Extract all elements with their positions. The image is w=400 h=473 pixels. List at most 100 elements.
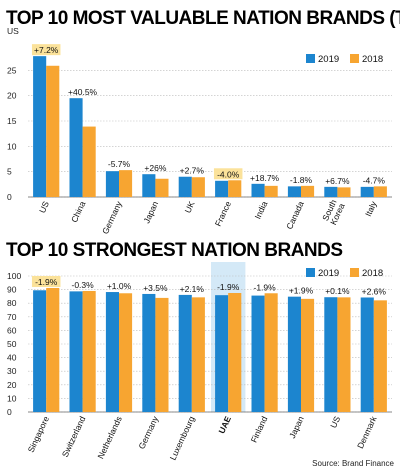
chart-1-y-unit-label: US (7, 26, 19, 36)
chart-1-category-label: UK (183, 199, 197, 214)
chart-1-bar-2018 (82, 126, 96, 197)
chart-1-category-label-line: Japan (141, 199, 160, 224)
chart-1-bar-2018 (373, 186, 387, 197)
chart-1-bar-2018 (155, 178, 169, 197)
chart-2-category-label: Denmark (355, 414, 379, 450)
chart-2-bar-2019 (69, 291, 83, 412)
chart-2-bar-2019 (178, 294, 192, 412)
chart-1-title: TOP 10 MOST VALUABLE NATION BRANDS (TN) (6, 8, 400, 29)
chart-2-bar-2018 (228, 293, 242, 412)
chart-2-y-tick-label: 70 (7, 312, 17, 322)
chart-1-change-highlight (213, 168, 243, 180)
chart-2-y-tick-label: 20 (7, 380, 17, 390)
chart-2-change-label: +2.1% (180, 284, 205, 294)
chart-1-bar-2019 (178, 176, 192, 197)
chart-1-bar-2019 (33, 56, 47, 197)
chart-2-bar-2018 (46, 287, 60, 412)
chart-2-bar-2019 (33, 290, 47, 412)
chart-1-change-label: +6.7% (325, 176, 350, 186)
chart-2-y-tick-label: 80 (7, 298, 17, 308)
chart-1-category-label: China (69, 199, 88, 224)
chart-2-y-tick-label: 30 (7, 366, 17, 376)
chart-2-bar-2019 (360, 297, 374, 412)
chart-2-category-label-line: Netherlands (95, 415, 123, 461)
chart-1-bar-2019 (287, 186, 301, 197)
chart-2-category-label: US (328, 414, 342, 429)
chart-1-y-tick-label: 15 (7, 116, 17, 126)
chart-1-change-label: -4.7% (363, 175, 386, 185)
chart-2-category-label: UAE (216, 414, 233, 435)
chart-2-y-tick-label: 90 (7, 285, 17, 295)
chart-2-bar-2019 (105, 292, 119, 412)
chart-2-y-tick-label: 60 (7, 325, 17, 335)
chart-1-category-label: France (213, 199, 233, 227)
chart-2-category-label: Singapore (26, 414, 52, 454)
chart-1-change-label: -1.8% (290, 175, 313, 185)
chart-1-change-highlight (31, 44, 61, 56)
chart-1-bar-2018 (46, 65, 60, 197)
chart-1-category-label-line: India (253, 199, 270, 220)
chart-1-change-label: +40.5% (68, 87, 98, 97)
chart-2-legend-label: 2018 (362, 268, 383, 279)
chart-1-bar-2019 (215, 180, 229, 197)
chart-2-category-label-line: Finland (249, 414, 270, 444)
chart-1-bar-2018 (191, 177, 205, 197)
chart-1-bar-2018 (119, 170, 133, 197)
chart-1-category-label: India (253, 199, 270, 220)
chart-1-y-tick-label: 10 (7, 141, 17, 151)
chart-1-bar-2019 (251, 183, 265, 197)
chart-2-bar-2019 (142, 293, 156, 412)
chart-2-category-label: Netherlands (95, 415, 123, 461)
chart-2-bar-2018 (264, 293, 278, 412)
chart-1-bar-2019 (360, 186, 374, 197)
chart-1-change-label: +18.7% (250, 173, 280, 183)
chart-2-y-tick-label: 10 (7, 393, 17, 403)
chart-1-category-label-line: Canada (284, 199, 306, 230)
chart-1-legend-label: 2019 (318, 54, 339, 65)
chart-2-bar-2018 (155, 297, 169, 412)
chart-1-category-label: SouthKorea (320, 198, 347, 227)
chart-1-y-tick-label: 25 (7, 65, 17, 75)
chart-2-category-label-line: Singapore (26, 414, 52, 454)
chart-strongest-brands: 0 10 20 30 40 50 60 70 80 90 100 -1.9% Singapore -0.3… (7, 262, 392, 462)
chart-2-change-label: +2.6% (362, 286, 387, 296)
chart-1-category-label-line: Italy (363, 199, 379, 218)
chart-1-legend-swatch (306, 54, 315, 63)
chart-2-category-label-line: UAE (216, 414, 233, 435)
chart-1-category-label-line: Germany (100, 199, 124, 236)
chart-2-category-label-line: Japan (287, 414, 306, 439)
chart-1-category-label: Germany (100, 199, 124, 236)
chart-2-bar-2018 (119, 293, 133, 412)
chart-2-change-label: +1.0% (107, 281, 132, 291)
chart-1-category-label-line: China (69, 199, 88, 224)
chart-2-category-label-line: Germany (136, 414, 160, 451)
chart-2-bar-2019 (215, 295, 229, 412)
chart-2-category-label: Japan (287, 414, 306, 439)
chart-2-y-tick-label: 100 (7, 271, 21, 281)
chart-2-category-label-line: Luxembourg (168, 414, 197, 461)
chart-1-bar-2018 (337, 187, 351, 197)
chart-1-bar-2019 (142, 174, 156, 197)
chart-2-category-label-line: Denmark (355, 414, 379, 450)
chart-2-change-label: -1.9% (253, 282, 276, 292)
chart-2-bar-2019 (324, 297, 338, 412)
chart-2-title: TOP 10 STRONGEST NATION BRANDS (6, 240, 343, 261)
chart-1-category-label-line: US (37, 199, 51, 214)
chart-2-change-label: +0.1% (325, 286, 350, 296)
chart-1-category-label: Canada (284, 199, 306, 230)
chart-1-y-tick-label: 20 (7, 91, 17, 101)
chart-2-bar-2019 (287, 296, 301, 412)
chart-2-bar-2018 (337, 297, 351, 412)
chart-2-bar-2019 (251, 295, 265, 412)
chart-1-legend-label: 2018 (362, 54, 383, 65)
chart-1-y-tick-label: 5 (7, 167, 12, 177)
chart-1-change-label: +2.7% (180, 166, 205, 176)
chart-2-change-label: +1.9% (289, 286, 314, 296)
chart-2-category-label: Germany (136, 414, 160, 451)
chart-2-category-label: Finland (249, 414, 270, 444)
chart-1-change-label: -4.0% (217, 169, 240, 179)
chart-2-bar-2018 (82, 290, 96, 412)
chart-valuable-brands: 0 5 10 15 20 25 US +7.2% US +40.5% China -5.7% Germa… (7, 26, 392, 236)
chart-1-change-label: +7.2% (34, 45, 59, 55)
